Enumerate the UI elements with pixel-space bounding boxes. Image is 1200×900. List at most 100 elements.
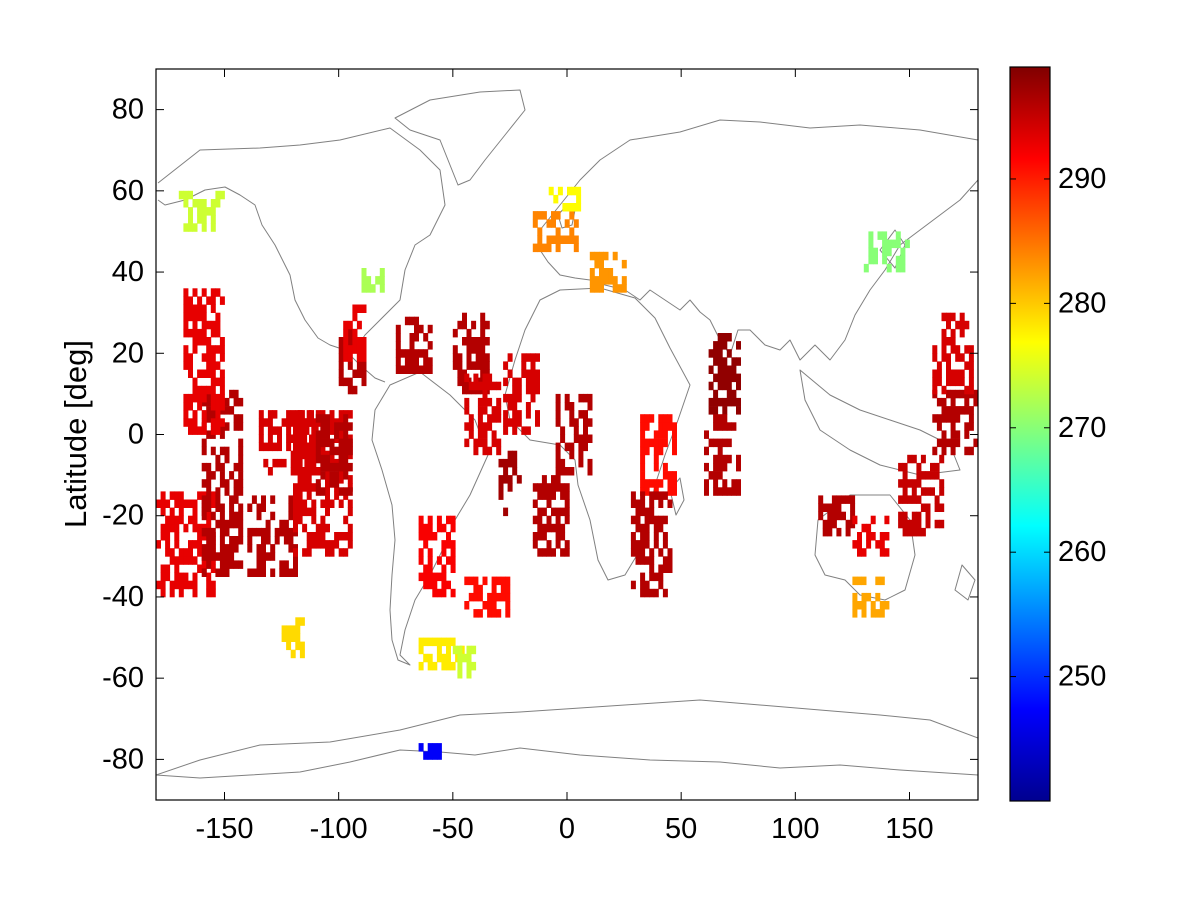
- heatmap-cell: [895, 231, 901, 240]
- heatmap-cell: [560, 426, 566, 435]
- heatmap-cell: [464, 373, 470, 383]
- heatmap-cell: [587, 393, 593, 403]
- heatmap-cell: [939, 479, 945, 488]
- heatmap-cell: [219, 511, 225, 521]
- heatmap-cell: [713, 389, 719, 399]
- heatmap-cell: [256, 544, 262, 553]
- heatmap-cell: [532, 499, 538, 508]
- heatmap-cell: [477, 584, 483, 594]
- heatmap-cell: [532, 211, 538, 220]
- heatmap-cell: [925, 503, 931, 512]
- heatmap-cell: [311, 426, 317, 435]
- heatmap-cell: [564, 235, 570, 244]
- heatmap-cell: [311, 458, 317, 468]
- heatmap-cell: [722, 341, 728, 350]
- heatmap-cell: [395, 357, 401, 366]
- heatmap-cell: [219, 568, 225, 577]
- heatmap-cell: [283, 519, 289, 529]
- heatmap-cell: [466, 645, 472, 655]
- heatmap-cell: [409, 365, 415, 374]
- heatmap-cell: [462, 337, 467, 346]
- heatmap-cell: [491, 576, 497, 586]
- heatmap-cell: [165, 532, 171, 541]
- heatmap-cell: [939, 503, 945, 512]
- heatmap-cell: [861, 592, 867, 602]
- heatmap-cell: [653, 532, 659, 541]
- heatmap-cell: [427, 653, 433, 663]
- heatmap-cell: [955, 353, 961, 362]
- heatmap-cell: [818, 503, 824, 512]
- heatmap-cell: [955, 389, 961, 399]
- heatmap-cell: [306, 491, 312, 500]
- heatmap-cell: [468, 430, 474, 439]
- heatmap-cell: [468, 414, 474, 423]
- heatmap-cell: [644, 414, 650, 423]
- heatmap-cell: [418, 743, 424, 752]
- heatmap-cell: [649, 491, 655, 500]
- heatmap-cell: [347, 507, 353, 517]
- heatmap-cell: [640, 446, 646, 456]
- heatmap-cell: [174, 523, 180, 533]
- heatmap-cell: [708, 381, 714, 391]
- heatmap-cell: [521, 361, 527, 370]
- colorbar: [1009, 66, 1051, 802]
- heatmap-cell: [338, 446, 344, 456]
- heatmap-cell: [640, 532, 646, 541]
- heatmap-cell: [233, 422, 239, 431]
- region-9: [395, 316, 433, 374]
- heatmap-cell: [192, 199, 198, 208]
- heatmap-cell: [487, 609, 493, 618]
- heatmap-cell: [866, 540, 872, 549]
- heatmap-cell: [512, 467, 518, 476]
- region-34: [863, 231, 910, 273]
- heatmap-cell: [959, 406, 965, 415]
- heatmap-cell: [551, 548, 556, 557]
- heatmap-cell: [852, 576, 858, 586]
- heatmap-cell: [471, 661, 477, 671]
- heatmap-cell: [537, 523, 543, 533]
- heatmap-cell: [441, 580, 447, 590]
- heatmap-cell: [480, 328, 486, 338]
- heatmap-cell: [555, 515, 561, 525]
- heatmap-cell: [644, 540, 650, 549]
- heatmap-cell: [578, 450, 584, 460]
- heatmap-cell: [713, 487, 719, 496]
- heatmap-cell: [836, 495, 842, 504]
- heatmap-cell: [653, 454, 659, 464]
- heatmap-cell: [861, 601, 867, 610]
- heatmap-cell: [238, 560, 244, 569]
- heatmap-cell: [270, 495, 276, 504]
- heatmap-cell: [932, 369, 938, 378]
- heatmap-cell: [290, 467, 296, 476]
- heatmap-cell: [471, 337, 477, 346]
- heatmap-cell: [717, 454, 723, 464]
- heatmap-cell: [512, 393, 518, 403]
- heatmap-cell: [964, 422, 970, 431]
- heatmap-cell: [916, 462, 922, 472]
- heatmap-cell: [201, 337, 207, 346]
- heatmap-cell: [201, 393, 207, 403]
- heatmap-cell: [446, 645, 451, 655]
- heatmap-cell: [210, 369, 216, 378]
- heatmap-cell: [462, 653, 467, 663]
- heatmap-cell: [293, 515, 298, 525]
- heatmap-cell: [279, 519, 285, 529]
- heatmap-cell: [183, 361, 189, 370]
- heatmap-cell: [432, 580, 438, 590]
- heatmap-cell: [662, 515, 668, 525]
- heatmap-cell: [356, 337, 362, 346]
- heatmap-cell: [708, 397, 714, 407]
- heatmap-cell: [902, 479, 908, 488]
- heatmap-cell: [955, 377, 961, 387]
- heatmap-cell: [201, 223, 207, 232]
- heatmap-cell: [201, 438, 207, 448]
- heatmap-cell: [946, 320, 951, 330]
- heatmap-cell: [717, 487, 723, 496]
- heatmap-cell: [206, 552, 212, 561]
- heatmap-cell: [857, 532, 862, 541]
- heatmap-cell: [201, 544, 207, 553]
- heatmap-cell: [902, 495, 908, 504]
- heatmap-cell: [238, 487, 244, 496]
- heatmap-cell: [535, 410, 540, 419]
- heatmap-cell: [672, 438, 677, 448]
